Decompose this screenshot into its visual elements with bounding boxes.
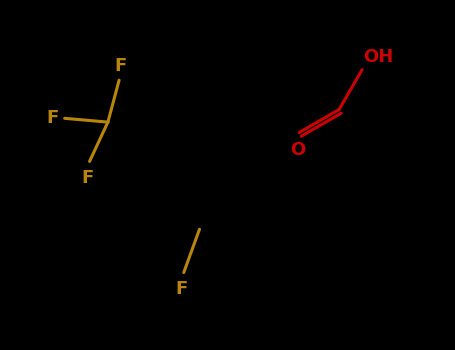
Text: F: F: [176, 280, 188, 298]
Text: O: O: [290, 141, 305, 159]
Text: F: F: [81, 169, 94, 187]
Text: F: F: [46, 108, 58, 127]
Text: OH: OH: [363, 48, 393, 66]
Text: F: F: [115, 57, 127, 75]
